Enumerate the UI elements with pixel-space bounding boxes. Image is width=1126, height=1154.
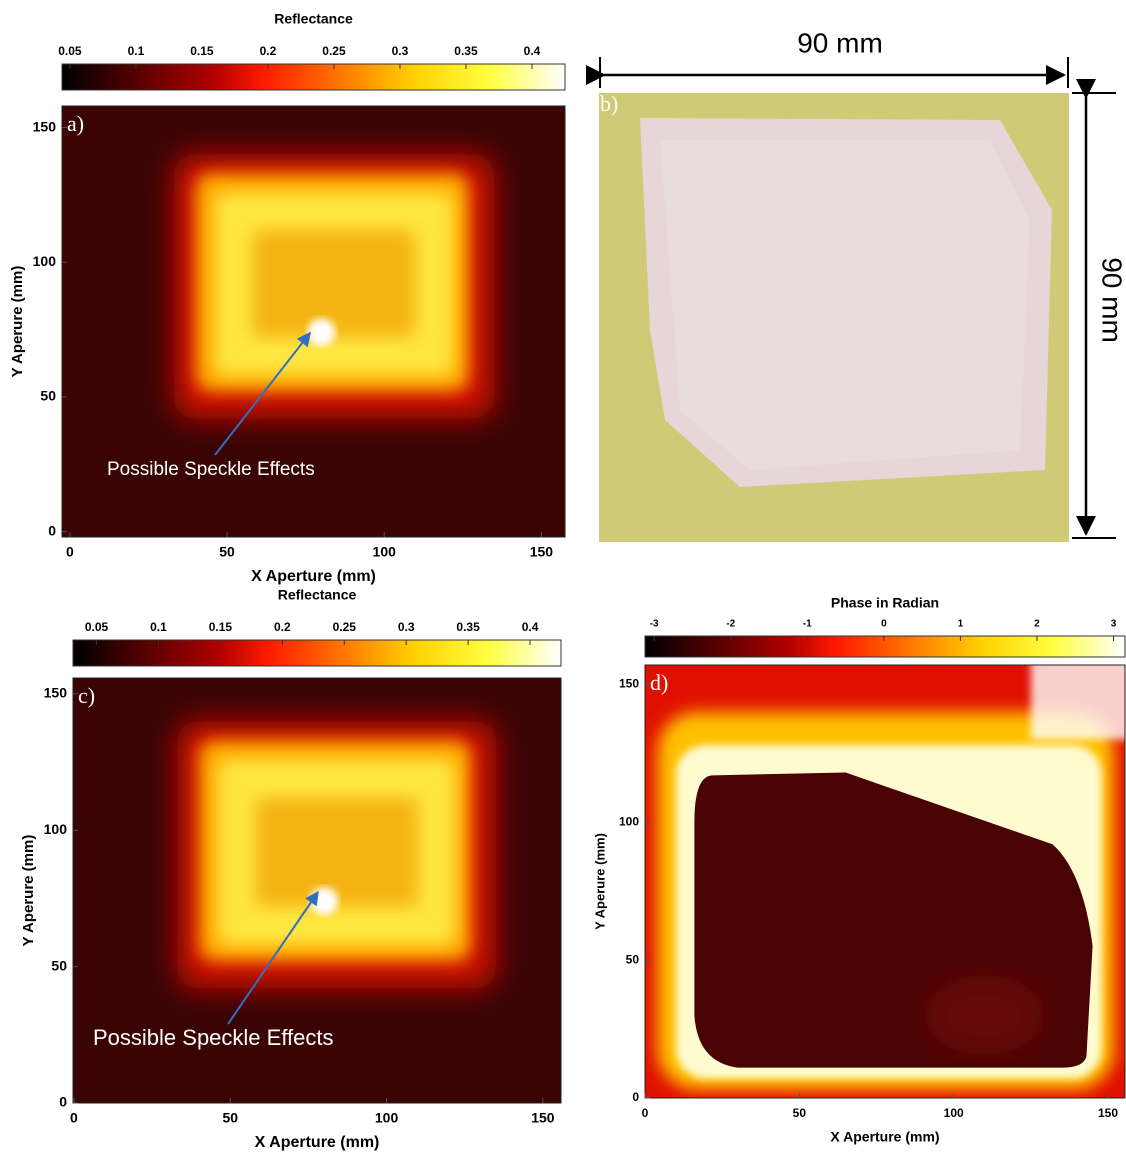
x-tick-label: 150	[531, 1110, 555, 1126]
colorbar-label: Reflectance	[274, 11, 353, 27]
x-tick-label: 50	[219, 544, 235, 560]
colorbar-tick-label: 0.3	[398, 620, 415, 634]
colorbar-tick-label: 0.2	[260, 44, 277, 58]
colorbar-tick-label: 0.35	[456, 620, 480, 634]
y-tick-label: 150	[619, 676, 639, 690]
colorbar-label: Reflectance	[278, 587, 357, 603]
panel-label: b)	[600, 91, 618, 116]
x-axis-label: X Aperture (mm)	[251, 568, 376, 585]
y-tick-label: 150	[44, 685, 68, 701]
colorbar	[73, 640, 561, 666]
colorbar-tick-label: 0.4	[522, 620, 539, 634]
x-tick-label: 0	[66, 544, 74, 560]
y-tick-label: 100	[44, 821, 68, 837]
heatmap	[630, 657, 1126, 1112]
colorbar-tick-label: 2	[1034, 619, 1040, 630]
colorbar-tick-label: 0.25	[322, 44, 346, 58]
colorbar-tick-label: 3	[1111, 619, 1117, 630]
colorbar-tick-label: 0.35	[454, 44, 478, 58]
colorbar-tick-label: 0.05	[58, 44, 82, 58]
colorbar-tick-label: -2	[726, 619, 735, 630]
y-tick-label: 100	[619, 814, 639, 828]
colorbar-tick-label: 0	[881, 619, 887, 630]
x-tick-label: 100	[375, 1110, 399, 1126]
panel-label: c)	[78, 683, 95, 708]
x-tick-label: 50	[793, 1106, 807, 1120]
colorbar	[62, 64, 565, 90]
colorbar-tick-label: -3	[650, 619, 659, 630]
panel-label: d)	[650, 670, 668, 695]
colorbar-tick-label: 0.2	[274, 620, 291, 634]
colorbar-tick-label: 0.15	[209, 620, 233, 634]
x-tick-label: 0	[642, 1106, 649, 1120]
colorbar-tick-label: 0.1	[150, 620, 167, 634]
y-tick-label: 100	[33, 253, 57, 269]
heat-region	[252, 230, 415, 338]
colorbar-label: Phase in Radian	[831, 595, 939, 611]
heat-region	[1031, 657, 1126, 740]
heat-region	[307, 318, 335, 346]
annotation: Possible Speckle Effects	[107, 459, 315, 480]
x-axis-label: X Aperture (mm)	[255, 1134, 380, 1151]
y-tick-label: 0	[59, 1094, 67, 1110]
colorbar-tick-label: 1	[958, 619, 964, 630]
heat-region	[255, 797, 418, 906]
colorbar-tick-label: 0.1	[128, 44, 145, 58]
x-axis-label: X Aperture (mm)	[830, 1129, 939, 1145]
colorbar-tick-label: 0.3	[392, 44, 409, 58]
height-label: 90 mm	[1097, 257, 1126, 343]
photo	[599, 57, 1116, 542]
x-tick-label: 50	[222, 1110, 238, 1126]
y-axis-label: Y Aperure (mm)	[592, 833, 607, 930]
x-tick-label: 100	[373, 544, 397, 560]
y-tick-label: 150	[33, 118, 57, 134]
y-tick-label: 50	[40, 388, 56, 404]
colorbar-tick-label: 0.25	[333, 620, 357, 634]
colorbar-tick-label: 0.05	[85, 620, 109, 634]
heat-region	[310, 887, 338, 915]
colorbar-tick-label: 0.15	[190, 44, 214, 58]
x-tick-label: 150	[530, 544, 554, 560]
colorbar-tick-label: 0.4	[524, 44, 541, 58]
width-label: 90 mm	[797, 27, 883, 58]
x-tick-label: 0	[70, 1110, 78, 1126]
x-tick-label: 100	[944, 1106, 964, 1120]
figure: 90 mm 90 mm b) Reflectance 0.05 0.1 0.15 0.2…	[0, 0, 1126, 1154]
y-axis-label: Y Aperure (mm)	[9, 266, 26, 378]
colorbar	[645, 636, 1125, 657]
y-tick-label: 0	[632, 1090, 639, 1104]
panel-label: a)	[67, 111, 84, 136]
y-tick-label: 50	[51, 957, 67, 973]
y-tick-label: 50	[626, 952, 640, 966]
annotation: Possible Speckle Effects	[93, 1025, 334, 1050]
x-tick-label: 150	[1098, 1106, 1118, 1120]
colorbar-tick-label: -1	[803, 619, 812, 630]
heat-region	[925, 975, 1045, 1055]
y-axis-label: Y Aperure (mm)	[20, 835, 37, 947]
y-tick-label: 0	[48, 522, 56, 538]
